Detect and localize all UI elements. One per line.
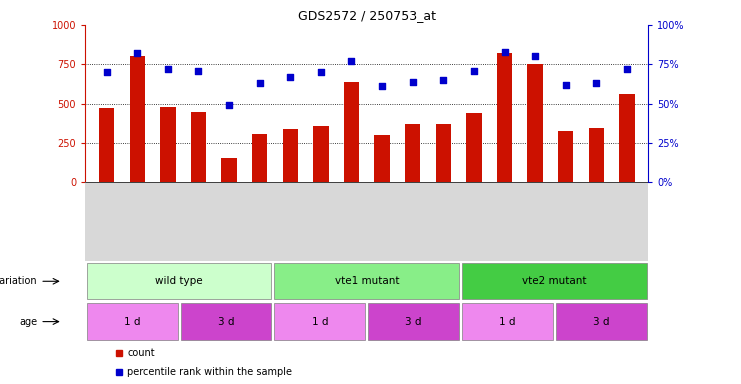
Text: 1 d: 1 d [499, 316, 516, 327]
Text: genotype/variation: genotype/variation [0, 276, 37, 286]
Point [315, 69, 327, 75]
Point [499, 49, 511, 55]
Point [559, 82, 571, 88]
Point [591, 80, 602, 86]
Bar [99, 108, 114, 182]
Point [468, 68, 480, 74]
Bar [619, 94, 634, 182]
Text: percentile rank within the sample: percentile rank within the sample [127, 367, 293, 377]
Text: age: age [19, 316, 37, 327]
Text: 1 d: 1 d [124, 316, 140, 327]
Text: 3 d: 3 d [594, 316, 610, 327]
Bar [405, 124, 420, 182]
Bar [87, 303, 178, 340]
Bar [87, 263, 271, 300]
Bar [181, 303, 271, 340]
Bar [344, 82, 359, 182]
Bar [274, 263, 459, 300]
Point [131, 50, 143, 56]
Bar [222, 158, 236, 182]
Point [253, 80, 265, 86]
Bar [252, 134, 268, 182]
Bar [556, 303, 647, 340]
Bar [462, 303, 553, 340]
Text: count: count [127, 348, 155, 358]
Bar [368, 303, 459, 340]
Bar [282, 129, 298, 182]
Bar [313, 126, 328, 182]
Text: 3 d: 3 d [405, 316, 422, 327]
Bar [160, 107, 176, 182]
Bar [466, 113, 482, 182]
Point [345, 58, 357, 64]
Bar [462, 263, 647, 300]
Bar [436, 124, 451, 182]
Text: 3 d: 3 d [218, 316, 234, 327]
Text: vte1 mutant: vte1 mutant [334, 276, 399, 286]
Point [437, 77, 449, 83]
Point [223, 102, 235, 108]
Point [101, 69, 113, 75]
Bar [191, 111, 206, 182]
Text: wild type: wild type [156, 276, 203, 286]
Bar [588, 128, 604, 182]
Point [285, 74, 296, 80]
Point [193, 68, 205, 74]
Point [376, 83, 388, 89]
Text: 1 d: 1 d [312, 316, 328, 327]
Bar [374, 135, 390, 182]
Bar [528, 64, 542, 182]
Point [621, 66, 633, 72]
Point [407, 79, 419, 85]
Point [529, 53, 541, 60]
Point [162, 66, 174, 72]
Bar [274, 303, 365, 340]
Title: GDS2572 / 250753_at: GDS2572 / 250753_at [298, 9, 436, 22]
Text: vte2 mutant: vte2 mutant [522, 276, 587, 286]
Bar [558, 131, 574, 182]
Bar [497, 53, 512, 182]
Bar [130, 56, 145, 182]
